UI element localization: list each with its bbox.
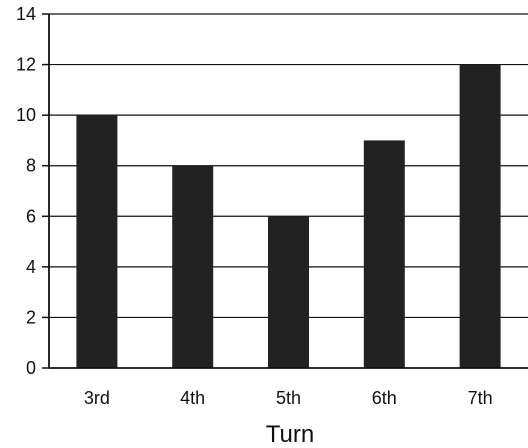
bar-3rd <box>76 115 118 369</box>
y-tick-label: 2 <box>26 307 36 327</box>
bar-4th <box>172 165 214 368</box>
y-tick-label: 0 <box>26 358 36 378</box>
x-tick-label: 4th <box>180 388 205 408</box>
x-tick-label: 7th <box>468 388 493 408</box>
y-tick-label: 6 <box>26 206 36 226</box>
bar-7th <box>459 64 501 369</box>
y-tick-label: 8 <box>26 156 36 176</box>
y-tick-label: 14 <box>16 4 36 24</box>
axis-layer <box>42 13 528 369</box>
y-tick-label: 4 <box>26 257 36 277</box>
bar-layer <box>76 64 501 369</box>
bar-6th <box>363 140 405 368</box>
label-layer: 0 2 4 6 8 10 12 14 3rd 4th 5th 6th 7th <box>16 4 493 408</box>
y-tick-label: 12 <box>16 55 36 75</box>
bar-5th <box>268 216 309 368</box>
x-tick-label: 5th <box>276 388 301 408</box>
y-tick-label: 10 <box>16 105 36 125</box>
x-tick-label: 3rd <box>84 388 110 408</box>
x-tick-label: 6th <box>372 388 397 408</box>
x-axis-title: Turn <box>266 421 314 448</box>
